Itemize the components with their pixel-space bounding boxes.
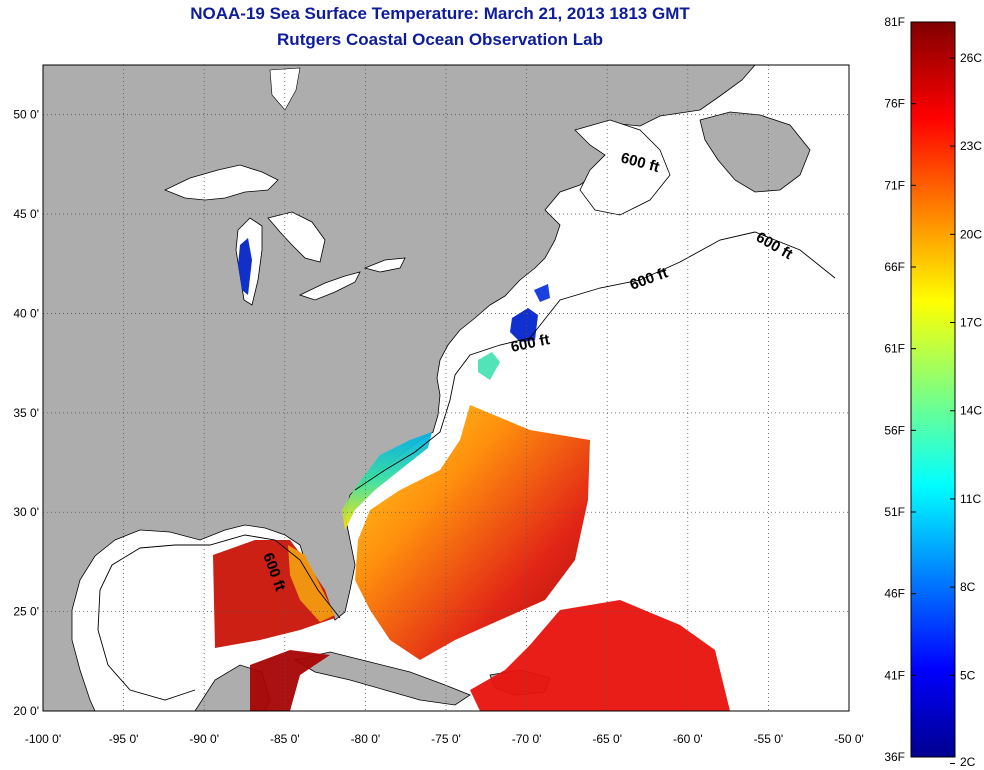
x-axis-ticks: -100 0' -95 0' -90 0' -85 0' -80 0' -75 0' -70… <box>25 732 864 746</box>
colorbar-fahrenheit-labels: 81F 76F 71F 66F 61F 56F 51F 46F 41F 36F <box>884 15 916 764</box>
sst-coastal-band <box>342 432 432 530</box>
map-title: NOAA-19 Sea Surface Temperature: March 2… <box>190 4 690 23</box>
colorbar-f-label: 41F <box>884 668 905 682</box>
y-axis-ticks: 50 0' 45 0' 40 0' 35 0' 30 0' 25 0' 20 0' <box>13 108 39 718</box>
lake-erie <box>298 271 361 301</box>
sst-lake-michigan-cold <box>238 238 252 295</box>
sst-cold-shelf-water <box>510 308 538 342</box>
colorbar-c-label: 17C <box>960 316 982 330</box>
x-tick-label: -95 0' <box>109 732 139 746</box>
colorbar-f-label: 36F <box>884 750 905 764</box>
lake-huron <box>267 211 326 263</box>
colorbar-c-label: 23C <box>960 139 982 153</box>
lake-ontario <box>363 257 406 273</box>
contour-atlantic-600ft <box>354 231 836 491</box>
sst-mid-atlantic-coastal <box>478 352 500 380</box>
colorbar-f-label: 71F <box>884 178 905 192</box>
map-subtitle: Rutgers Coastal Ocean Observation Lab <box>277 30 603 49</box>
colorbar-scale <box>910 21 956 758</box>
colorbar-c-label: 20C <box>960 227 982 241</box>
colorbar-f-label: 46F <box>884 587 905 601</box>
y-tick-label: 35 0' <box>13 406 39 420</box>
sst-west-florida-shelf <box>288 545 335 622</box>
x-tick-label: -50 0' <box>834 732 864 746</box>
y-tick-label: 20 0' <box>13 704 39 718</box>
lake-superior <box>164 164 279 201</box>
contour-gulf-600ft <box>97 534 341 701</box>
x-tick-label: -80 0' <box>351 732 381 746</box>
sst-sargasso-region <box>470 600 730 711</box>
colorbar-c-label: 5C <box>960 668 976 682</box>
sst-caribbean-region <box>250 650 330 711</box>
x-tick-label: -75 0' <box>431 732 461 746</box>
x-tick-label: -55 0' <box>754 732 784 746</box>
x-tick-label: -65 0' <box>592 732 622 746</box>
colorbar-c-label: 8C <box>960 580 976 594</box>
y-tick-label: 50 0' <box>13 108 39 122</box>
colorbar-f-label: 56F <box>884 423 905 437</box>
sst-cold-gulf-maine <box>534 284 550 302</box>
colorbar-f-label: 66F <box>884 260 905 274</box>
y-tick-label: 40 0' <box>13 306 39 320</box>
colorbar-c-label: 11C <box>960 492 981 506</box>
x-tick-label: -100 0' <box>25 732 61 746</box>
colorbar-celsius-labels: 26C 23C 20C 17C 14C 11C 8C 5C 2C <box>950 51 982 769</box>
colorbar-f-label: 61F <box>884 342 905 356</box>
y-tick-label: 45 0' <box>13 207 39 221</box>
colorbar-f-label: 76F <box>884 97 905 111</box>
x-tick-label: -85 0' <box>270 732 300 746</box>
colorbar-c-label: 2C <box>960 755 976 769</box>
map-frame <box>42 64 850 712</box>
colorbar-c-label: 26C <box>960 51 982 65</box>
colorbar-f-label: 51F <box>884 505 905 519</box>
sst-gulf-stream-region <box>355 405 590 660</box>
colorbar-c-label: 14C <box>960 404 982 418</box>
x-tick-label: -70 0' <box>512 732 542 746</box>
colorbar-f-label: 81F <box>884 15 905 29</box>
gulf-st-lawrence <box>574 119 671 216</box>
y-tick-label: 30 0' <box>13 505 39 519</box>
y-tick-label: 25 0' <box>13 605 39 619</box>
x-tick-label: -90 0' <box>189 732 219 746</box>
x-tick-label: -60 0' <box>673 732 703 746</box>
land-cuba <box>293 651 471 706</box>
